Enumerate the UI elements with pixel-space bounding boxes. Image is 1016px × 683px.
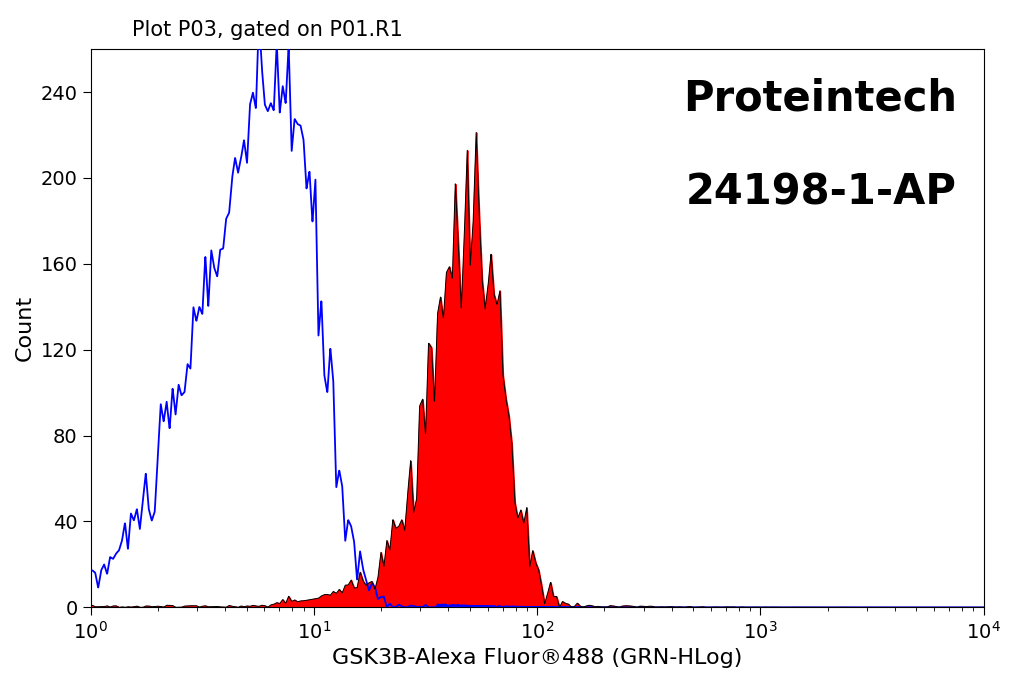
- Y-axis label: Count: Count: [15, 295, 35, 361]
- X-axis label: GSK3B-Alexa Fluor®488 (GRN-HLog): GSK3B-Alexa Fluor®488 (GRN-HLog): [332, 648, 743, 668]
- Text: Plot P03, gated on P01.R1: Plot P03, gated on P01.R1: [132, 20, 402, 40]
- Text: Proteintech: Proteintech: [683, 77, 957, 119]
- Text: 24198-1-AP: 24198-1-AP: [686, 172, 957, 214]
